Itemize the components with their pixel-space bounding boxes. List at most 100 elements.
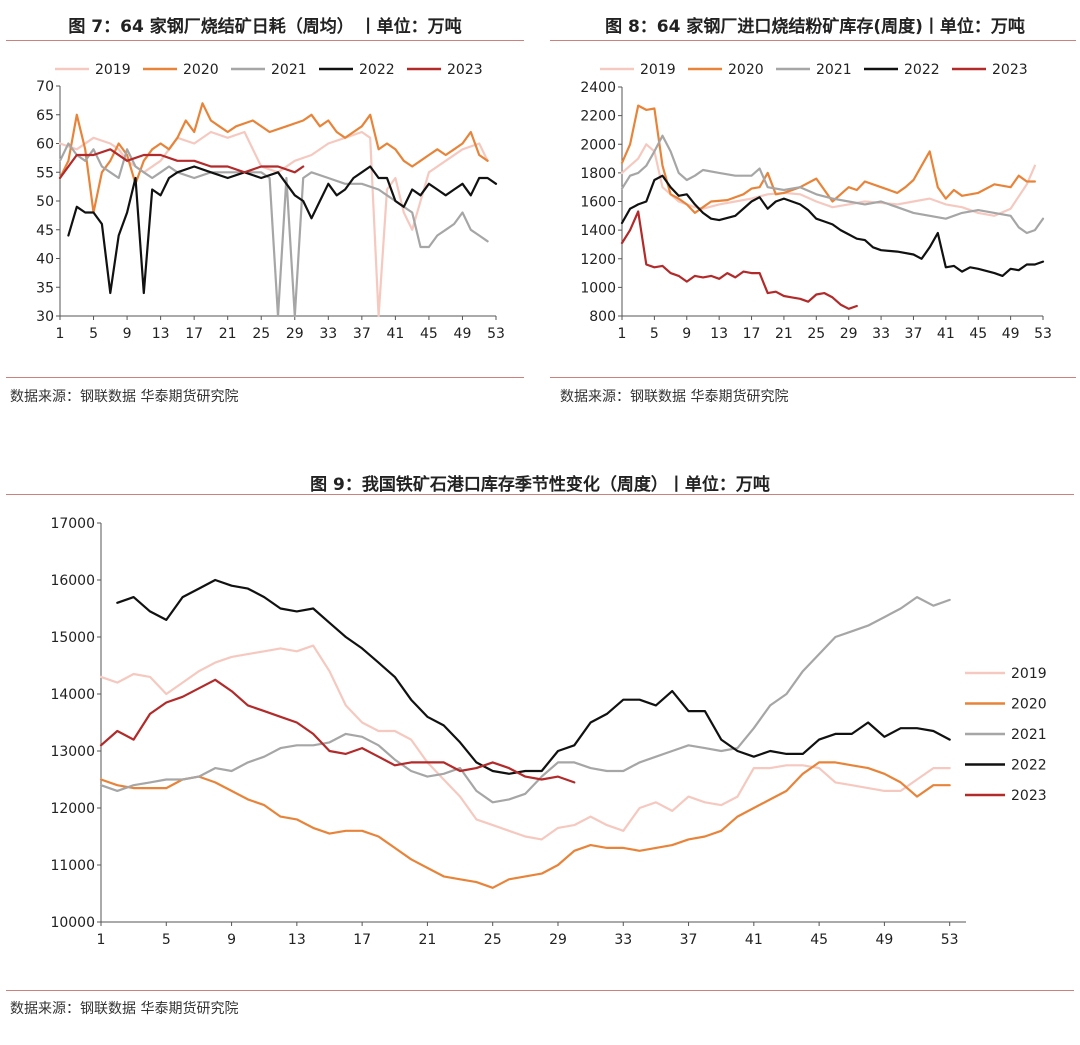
y-tick-label: 14000 [50, 687, 95, 703]
series-line-2020 [99, 761, 951, 889]
source-rule [6, 990, 1074, 991]
x-tick-label: 1 [97, 932, 106, 948]
y-tick-label: 1200 [580, 252, 616, 268]
chart-panel-fig8: 图 8：64 家钢厂进口烧结粉矿库存(周度)丨单位：万吨 800 1000 1200… [550, 0, 1080, 415]
legend-label-2021: 2021 [271, 62, 307, 78]
x-tick-label: 13 [710, 326, 728, 342]
y-tick-label: 1600 [580, 195, 616, 211]
legend-label-2023: 2023 [1011, 788, 1047, 804]
y-tick-label: 40 [36, 252, 54, 268]
x-tick-label: 45 [969, 326, 987, 342]
legend-label-2020: 2020 [183, 62, 219, 78]
x-tick-label: 41 [937, 326, 955, 342]
x-tick-label: 53 [1034, 326, 1052, 342]
legend-label-2019: 2019 [1011, 666, 1047, 682]
x-tick-label: 21 [775, 326, 793, 342]
chart-title: 图 9：我国铁矿石港口库存季节性变化（周度）丨单位：万吨 [310, 475, 770, 495]
source-rule [550, 377, 1076, 378]
series-line-2023 [99, 678, 576, 784]
y-tick-label: 17000 [50, 516, 95, 532]
x-tick-label: 37 [905, 326, 923, 342]
x-tick-label: 45 [810, 932, 828, 948]
y-tick-label: 60 [36, 137, 54, 153]
y-tick-label: 2400 [580, 80, 616, 96]
series-line-2022 [620, 174, 1045, 277]
y-tick-label: 800 [589, 309, 616, 325]
legend-label-2022: 2022 [359, 62, 395, 78]
y-tick-label: 2000 [580, 137, 616, 153]
legend-label-2019: 2019 [95, 62, 131, 78]
x-tick-label: 9 [227, 932, 236, 948]
y-tick-label: 11000 [50, 858, 95, 874]
y-tick-label: 1400 [580, 223, 616, 239]
x-tick-label: 1 [56, 326, 65, 342]
x-tick-label: 5 [89, 326, 98, 342]
x-tick-label: 37 [353, 326, 371, 342]
series-line-2019 [99, 644, 951, 841]
chart-panel-fig7: 图 7：64 家钢厂烧结矿日耗（周均） 丨单位：万吨 30 35 40 45 50 55 6… [0, 0, 530, 415]
x-tick-label: 13 [288, 932, 306, 948]
y-tick-label: 12000 [50, 801, 95, 817]
x-tick-label: 1 [618, 326, 627, 342]
title-rule [6, 40, 524, 41]
x-tick-label: 49 [1002, 326, 1020, 342]
source-rule [6, 377, 524, 378]
x-tick-label: 21 [419, 932, 437, 948]
series-line-2021 [620, 134, 1045, 235]
x-tick-label: 17 [185, 326, 203, 342]
legend-label-2022: 2022 [904, 62, 940, 78]
y-tick-label: 65 [36, 108, 54, 124]
x-tick-label: 25 [807, 326, 825, 342]
x-tick-label: 29 [840, 326, 858, 342]
series-line-2023 [58, 148, 305, 180]
x-tick-label: 5 [162, 932, 171, 948]
x-tick-label: 53 [941, 932, 959, 948]
chart-fig8-svg: 800 1000 1200 1400 1600 1800 2000 2200 2400 1 5 9 13… [580, 62, 1052, 342]
source-note: 数据来源：钢联数据 华泰期货研究院 [560, 389, 789, 405]
chart-title: 图 8：64 家钢厂进口烧结粉矿库存(周度)丨单位：万吨 [605, 17, 1025, 37]
x-tick-label: 9 [682, 326, 691, 342]
legend-label-2020: 2020 [1011, 697, 1047, 713]
x-tick-label: 53 [487, 326, 505, 342]
chart-fig9-svg: 10000 11000 12000 13000 14000 15000 16000 17000… [50, 516, 1047, 948]
y-tick-label: 45 [36, 223, 54, 239]
series-line-2022 [116, 578, 951, 775]
x-tick-label: 41 [386, 326, 404, 342]
series-line-2021 [58, 142, 489, 318]
legend-label-2021: 2021 [816, 62, 852, 78]
y-tick-label: 15000 [50, 630, 95, 646]
x-tick-label: 41 [745, 932, 763, 948]
x-tick-label: 45 [420, 326, 438, 342]
legend-label-2019: 2019 [640, 62, 676, 78]
legend-label-2021: 2021 [1011, 727, 1047, 743]
legend-label-2022: 2022 [1011, 758, 1047, 774]
y-tick-label: 13000 [50, 744, 95, 760]
series-line-2021 [99, 596, 951, 804]
chart-panel-fig9: 图 9：我国铁矿石港口库存季节性变化（周度）丨单位：万吨 10000 11000 1… [0, 455, 1080, 1045]
x-tick-label: 33 [614, 932, 632, 948]
chart-title: 图 7：64 家钢厂烧结矿日耗（周均） 丨单位：万吨 [68, 17, 462, 37]
x-tick-label: 37 [680, 932, 698, 948]
x-tick-label: 21 [219, 326, 237, 342]
legend-label-2023: 2023 [447, 62, 483, 78]
legend-label-2020: 2020 [728, 62, 764, 78]
x-tick-label: 29 [549, 932, 567, 948]
title-rule [550, 40, 1076, 41]
chart-fig7-svg: 30 35 40 45 50 55 60 65 70 1 5 9 13 17 21 25 29 33 37 41 45 4… [36, 62, 505, 342]
y-tick-label: 30 [36, 309, 54, 325]
source-note: 数据来源：钢联数据 华泰期货研究院 [10, 1001, 239, 1017]
x-tick-label: 29 [286, 326, 304, 342]
x-tick-label: 49 [454, 326, 472, 342]
y-tick-label: 1000 [580, 280, 616, 296]
y-tick-label: 50 [36, 194, 54, 210]
legend-label-2023: 2023 [992, 62, 1028, 78]
x-tick-label: 5 [650, 326, 659, 342]
x-tick-label: 49 [875, 932, 893, 948]
y-tick-label: 55 [36, 165, 54, 181]
x-tick-label: 33 [319, 326, 337, 342]
y-tick-label: 2200 [580, 109, 616, 125]
y-tick-label: 1800 [580, 166, 616, 182]
y-tick-label: 35 [36, 280, 54, 296]
y-tick-label: 10000 [50, 915, 95, 931]
x-tick-label: 9 [123, 326, 132, 342]
